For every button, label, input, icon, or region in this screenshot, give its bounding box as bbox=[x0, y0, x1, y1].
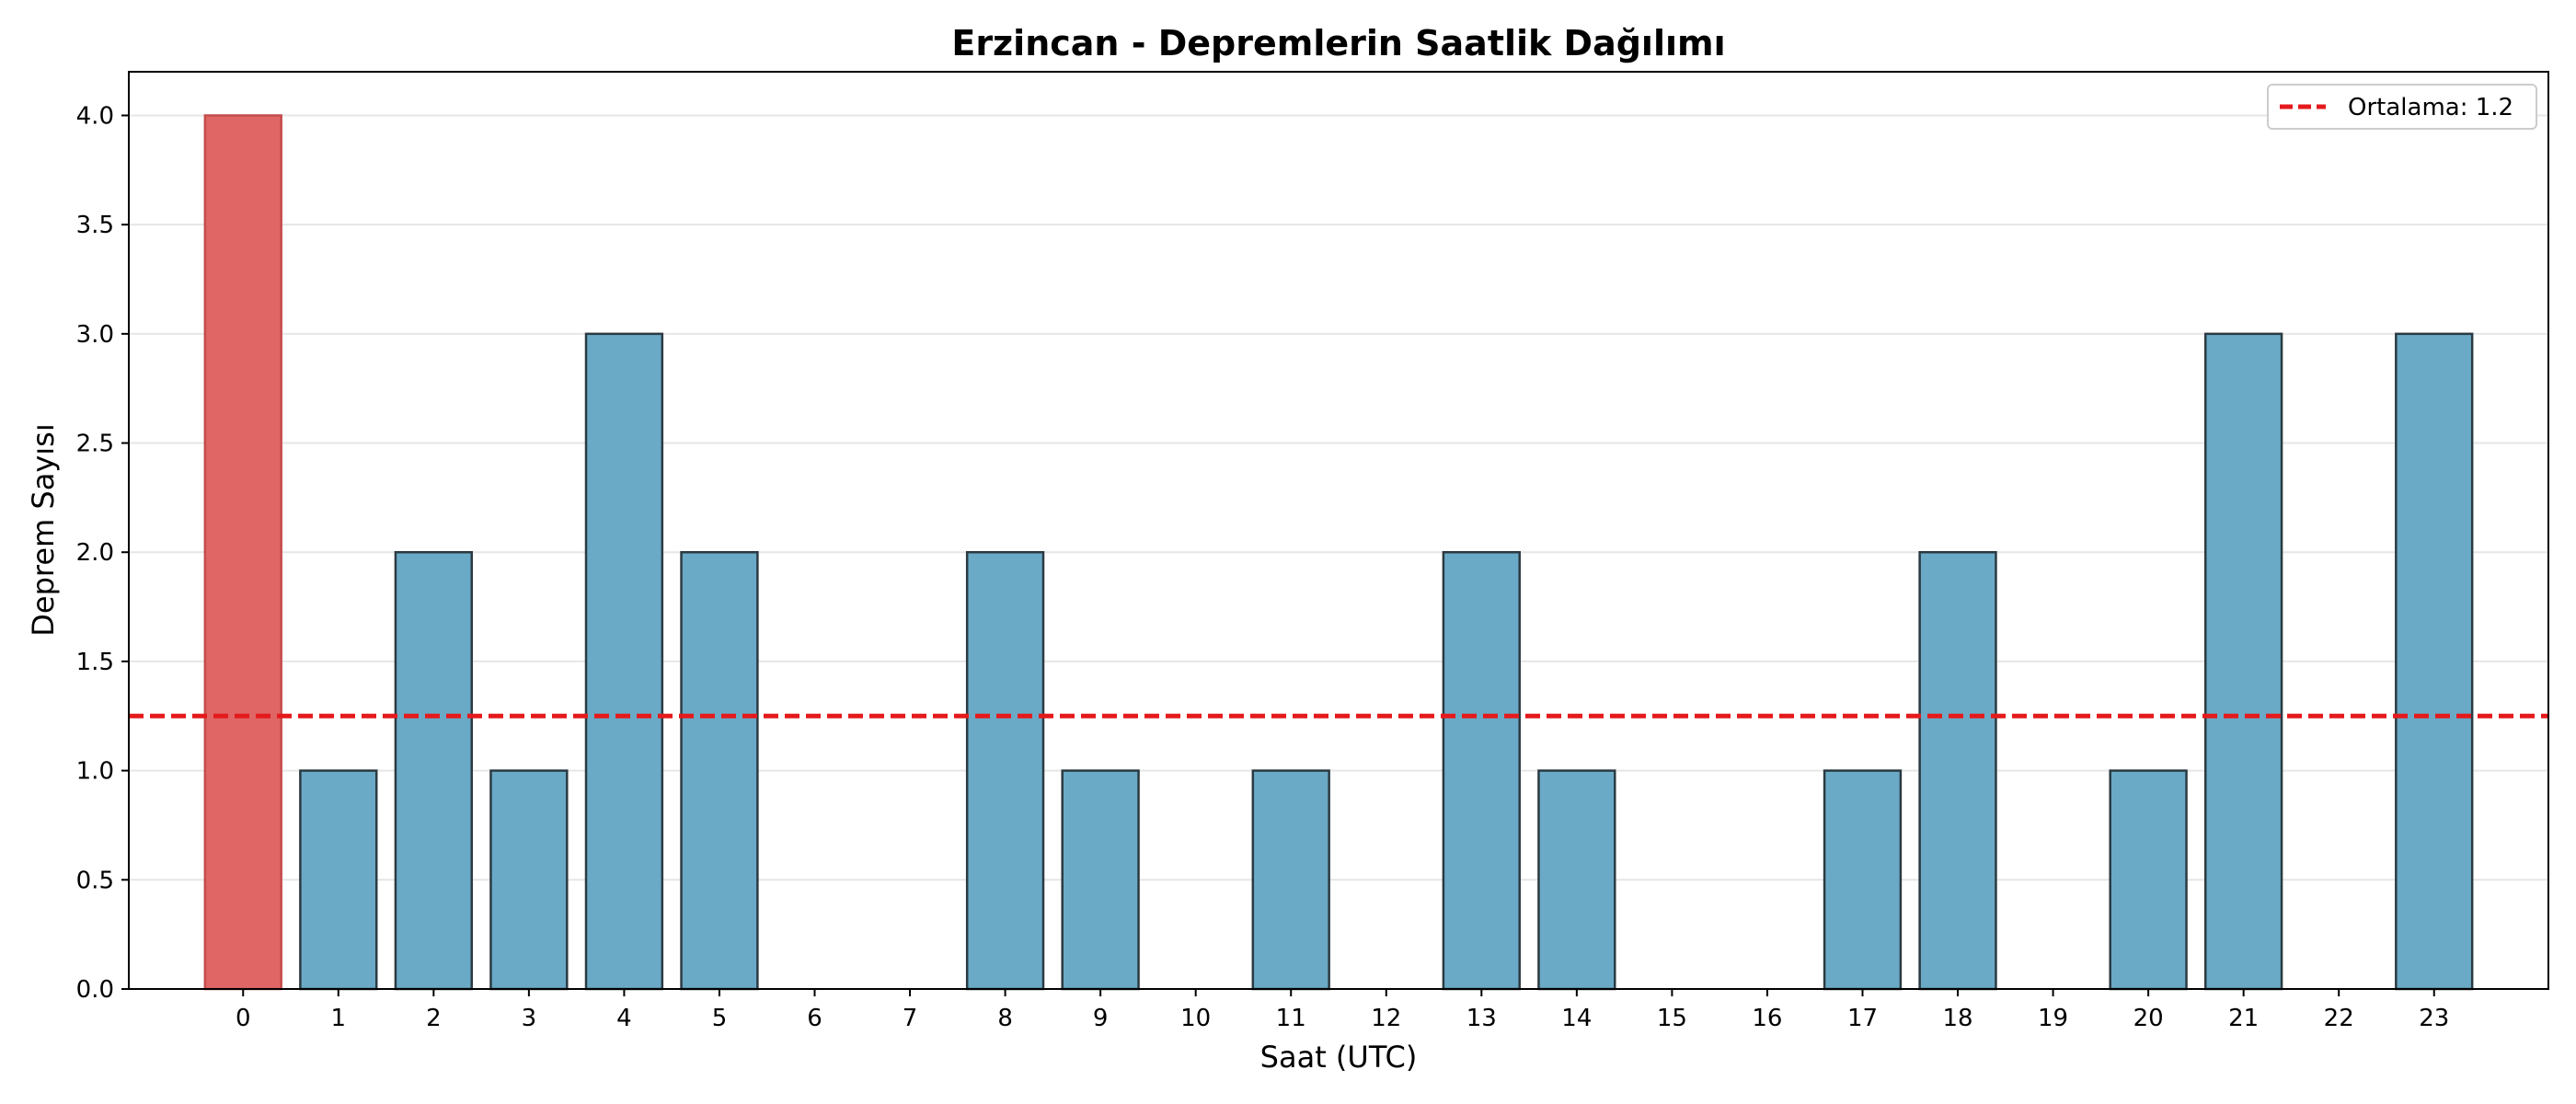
bar-hour-4 bbox=[584, 332, 664, 991]
y-tick-label: 4.0 bbox=[76, 102, 114, 130]
bar-hour-23 bbox=[2395, 332, 2474, 991]
bars bbox=[203, 114, 2474, 991]
y-tick-label: 0.5 bbox=[76, 867, 114, 894]
x-tick-label: 23 bbox=[2419, 1005, 2449, 1032]
x-tick-label: 11 bbox=[1276, 1005, 1306, 1032]
x-tick-label: 16 bbox=[1752, 1005, 1782, 1032]
plot-frame bbox=[128, 71, 2549, 990]
x-tick-label: 5 bbox=[712, 1005, 728, 1032]
x-tick-label: 22 bbox=[2324, 1005, 2354, 1032]
x-tick-label: 17 bbox=[1847, 1005, 1878, 1032]
x-ticks: 0 1 2 3 4 5 6 7 8 9 10 11 12 13 14 15 16 17 18 19 20 21 22 23 bbox=[236, 989, 2449, 1032]
x-tick-label: 2 bbox=[426, 1005, 442, 1032]
x-tick-label: 13 bbox=[1466, 1005, 1497, 1032]
bar-hour-17 bbox=[1823, 769, 1903, 991]
x-tick-label: 20 bbox=[2133, 1005, 2164, 1032]
legend-box bbox=[2267, 84, 2537, 130]
x-tick-label: 3 bbox=[522, 1005, 537, 1032]
legend-mean-label: Ortalama: 1.2 bbox=[2348, 94, 2513, 121]
y-tick-label: 3.5 bbox=[76, 212, 114, 239]
bar-hour-3 bbox=[489, 769, 569, 991]
x-tick-label: 1 bbox=[331, 1005, 347, 1032]
bar-hour-20 bbox=[2109, 769, 2188, 991]
y-tick-label: 1.0 bbox=[76, 758, 114, 786]
y-tick-label: 2.5 bbox=[76, 431, 114, 458]
bar-hour-8 bbox=[965, 550, 1045, 991]
y-axis-label: Deprem Sayısı bbox=[26, 423, 61, 636]
bar-hour-18 bbox=[1918, 550, 1997, 991]
y-tick-label: 0.0 bbox=[76, 976, 114, 1004]
bar-hour-9 bbox=[1061, 769, 1140, 991]
y-tick-label: 2.0 bbox=[76, 539, 114, 567]
x-tick-label: 12 bbox=[1371, 1005, 1401, 1032]
legend: Ortalama: 1.2 bbox=[2267, 84, 2537, 130]
bar-hour-2 bbox=[394, 550, 474, 991]
x-tick-label: 9 bbox=[1093, 1005, 1109, 1032]
x-tick-label: 0 bbox=[236, 1005, 251, 1032]
y-tick-label: 1.5 bbox=[76, 649, 114, 676]
x-axis-label: Saat (UTC) bbox=[1260, 1040, 1418, 1075]
bar-hour-1 bbox=[299, 769, 378, 991]
x-tick-label: 21 bbox=[2228, 1005, 2259, 1032]
y-ticks: 0.0 0.5 1.0 1.5 2.0 2.5 3.0 3.5 4.0 bbox=[76, 102, 129, 1004]
y-tick-label: 3.0 bbox=[76, 321, 114, 349]
x-tick-label: 10 bbox=[1180, 1005, 1211, 1032]
x-tick-label: 4 bbox=[616, 1005, 632, 1032]
chart-title: Erzincan - Depremlerin Saatlik Dağılımı bbox=[951, 23, 1725, 63]
x-tick-label: 15 bbox=[1657, 1005, 1687, 1032]
bar-hour-5 bbox=[680, 550, 759, 991]
bar-hour-13 bbox=[1442, 550, 1521, 991]
x-tick-label: 7 bbox=[903, 1005, 918, 1032]
x-tick-label: 8 bbox=[997, 1005, 1013, 1032]
bar-hour-14 bbox=[1537, 769, 1616, 991]
bar-hour-0 bbox=[203, 114, 282, 991]
x-tick-label: 14 bbox=[1561, 1005, 1592, 1032]
bar-hour-21 bbox=[2203, 332, 2283, 991]
x-tick-label: 19 bbox=[2038, 1005, 2068, 1032]
x-tick-label: 18 bbox=[1942, 1005, 1972, 1032]
bar-hour-11 bbox=[1251, 769, 1330, 991]
x-tick-label: 6 bbox=[807, 1005, 822, 1032]
